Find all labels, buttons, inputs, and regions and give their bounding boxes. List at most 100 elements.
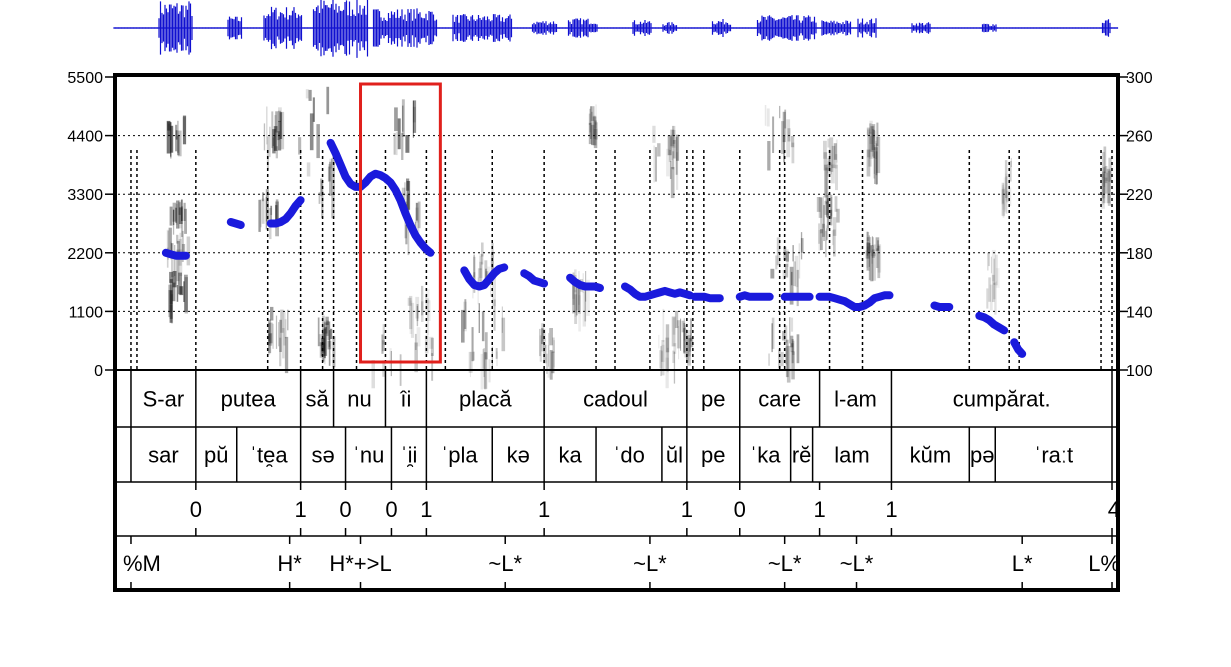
spectrogram-streak [987, 252, 989, 271]
spectrogram-streak [485, 268, 487, 282]
spectrogram-streak [689, 338, 692, 352]
spectrogram-streak [875, 151, 878, 185]
spectrogram-streak [401, 132, 404, 160]
spectrogram-streak [318, 192, 321, 204]
spectrogram-streak [167, 230, 169, 260]
pitch-segment [326, 138, 435, 257]
spectrogram-streak [866, 127, 870, 136]
spectrogram-streak [778, 349, 781, 369]
spectrogram-streak [284, 336, 289, 374]
spectrogram-streak [592, 116, 597, 146]
spectrogram-streak [1002, 187, 1006, 210]
spectrogram-streak [495, 348, 498, 359]
spectrogram-streak [868, 235, 870, 267]
spectrogram-streak [283, 312, 286, 346]
left-tick-label: 1100 [69, 304, 104, 321]
spectrogram-streak [871, 125, 875, 159]
spectrogram-streak [320, 178, 323, 197]
spectrogram-streak [177, 130, 182, 157]
spectrogram-streak [665, 324, 670, 353]
spectrogram-streak [835, 164, 838, 191]
spectrogram-streak [1101, 173, 1105, 209]
spectrogram-streak [182, 115, 187, 145]
spectrogram-streak [412, 106, 416, 123]
spectrogram-streak [827, 158, 830, 171]
spectrogram-streak [178, 202, 181, 215]
pitch-segment [930, 301, 954, 311]
spectrogram-streak [175, 130, 178, 140]
spectrogram-streak [816, 197, 821, 212]
spectrogram-streak [260, 199, 262, 228]
spectrogram-streak [876, 122, 879, 147]
syllable-label: ˈpla [441, 443, 478, 468]
spectrogram-streak [179, 232, 182, 253]
spectrogram-streak [180, 206, 184, 237]
spectrogram-streak [272, 129, 276, 154]
spectrogram-streak [665, 337, 670, 371]
syllable-label: kŭm [910, 443, 952, 468]
spectrogram-streak [381, 334, 384, 354]
spectrogram-streak [994, 281, 997, 315]
spectrogram-streak [493, 299, 496, 331]
spectrogram-streak [184, 274, 188, 312]
spectrogram-streak [671, 130, 676, 148]
spectrogram-streak [263, 123, 266, 151]
spectrogram-streak [994, 254, 998, 286]
spectrogram-streak [280, 309, 284, 333]
spectrogram-streak [873, 145, 876, 179]
spectrogram-streak [676, 152, 679, 190]
spectrogram-streak [181, 199, 183, 221]
syllable-label: kə [507, 443, 530, 468]
spectrogram-streak [790, 271, 793, 286]
break-index: 1 [813, 497, 825, 522]
spectrogram-streak [990, 256, 992, 274]
spectrogram-streak [176, 249, 180, 282]
tone-label: ~L* [633, 551, 667, 576]
spectrogram-streak [578, 295, 581, 332]
spectrogram-streak [328, 330, 331, 366]
spectrogram-streak [179, 249, 183, 276]
spectrogram-streak [673, 351, 676, 384]
spectrogram-streak [551, 351, 555, 374]
spectrogram-streak [169, 271, 173, 283]
spectrogram-streak [322, 190, 324, 216]
spectrogram-streak [578, 279, 581, 314]
spectrogram-streak [667, 135, 672, 156]
spectrogram-streak [170, 294, 174, 324]
spectrogram-streak [184, 208, 187, 234]
highlight-rectangle [359, 82, 442, 364]
spectrogram-streak [547, 344, 550, 378]
spectrogram-streak [549, 350, 553, 380]
spectrogram-streak [866, 243, 870, 271]
spectrogram-streak [278, 110, 282, 122]
spectrogram-streak [680, 318, 682, 351]
spectrogram-streak [764, 105, 767, 126]
spectrogram-streak [317, 317, 320, 347]
spectrogram-streak [790, 317, 794, 332]
spectrogram-streak [574, 289, 577, 317]
spectrogram-streak [573, 275, 577, 313]
spectrogram-streak [987, 252, 990, 267]
spectrogram-streak [1002, 183, 1005, 218]
spectrogram-streak [582, 291, 586, 327]
pitch-segment [161, 248, 190, 260]
spectrogram-streak [270, 205, 273, 215]
spectrogram-streak [479, 261, 483, 279]
spectrogram-streak [482, 349, 485, 369]
spectrogram-streak [993, 258, 995, 285]
spectrogram-streak [406, 178, 410, 191]
spectrogram-streak [173, 209, 175, 226]
spectrogram-streak [319, 342, 322, 358]
spectrogram-streak [993, 283, 996, 300]
spectrogram-streak [409, 300, 413, 334]
spectrogram-streak [588, 113, 591, 125]
spectrogram-streak [829, 150, 832, 166]
spectrogram-streak [279, 337, 282, 367]
spectrogram-streak [831, 145, 836, 169]
spectrogram-streak [867, 237, 872, 253]
spectrogram-streak [690, 337, 694, 348]
spectrogram-streak [490, 279, 492, 297]
spectrogram-streak [790, 136, 795, 148]
syllable-label: ˈi̯i [400, 443, 417, 468]
